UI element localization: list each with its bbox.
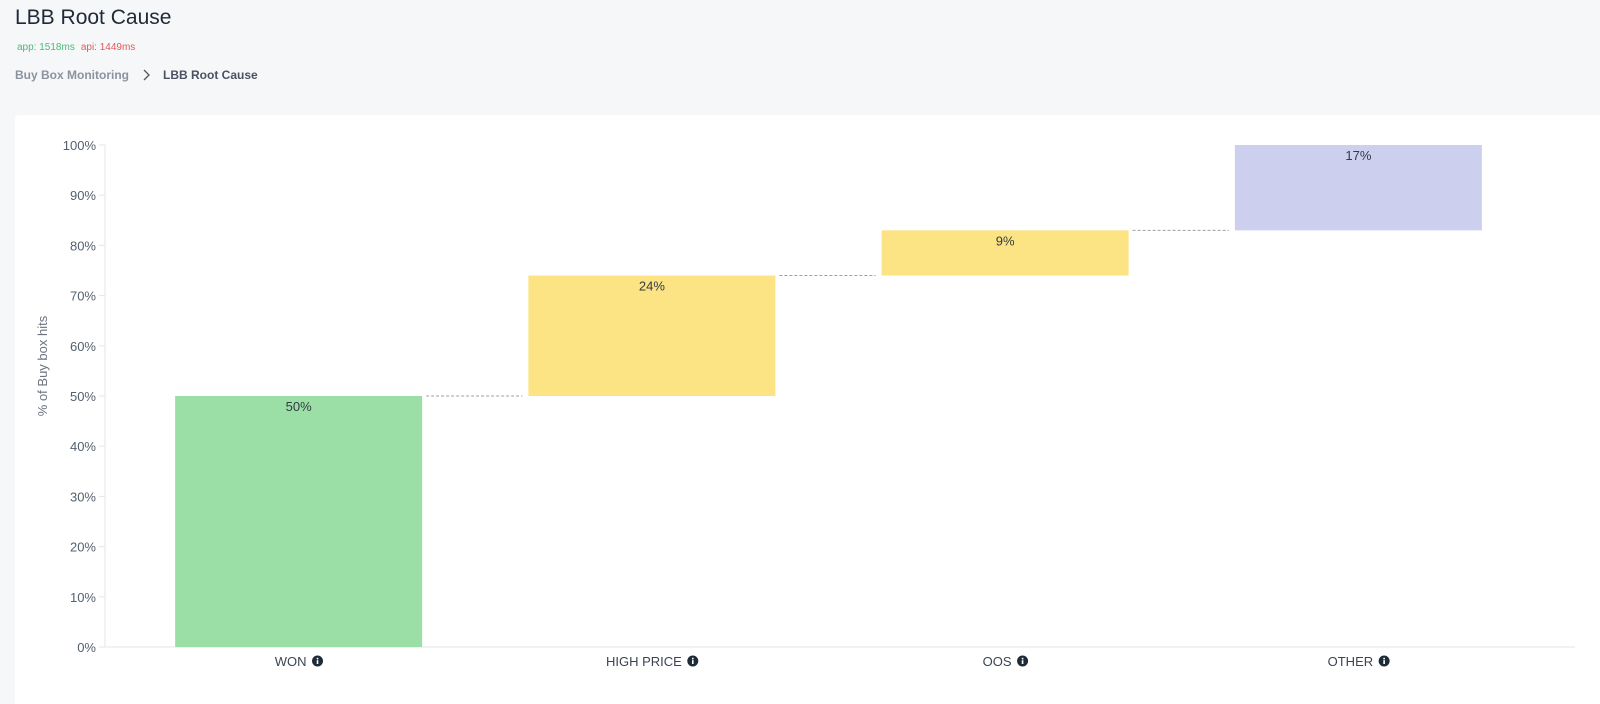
breadcrumb-current: LBB Root Cause xyxy=(163,68,258,82)
y-tick-label: 90% xyxy=(70,188,96,203)
y-tick-label: 50% xyxy=(70,389,96,404)
y-tick-label: 70% xyxy=(70,289,96,304)
x-tick-label: WON xyxy=(275,654,307,669)
y-tick-label: 0% xyxy=(77,640,96,655)
x-tick-label: OTHER xyxy=(1328,654,1374,669)
chart-card: 0% 10% 20% 30% 40% 50% 60% 70% 80% 90% 100% % of Bu… xyxy=(15,115,1600,704)
timing-info: app: 1518ms api: 1449ms xyxy=(17,42,135,53)
y-axis-title: % of Buy box hits xyxy=(35,315,50,416)
bar-value-label: 24% xyxy=(639,279,665,294)
info-circle-icon[interactable] xyxy=(687,655,699,667)
info-circle-icon[interactable] xyxy=(312,655,324,667)
breadcrumb: Buy Box Monitoring LBB Root Cause xyxy=(15,68,258,82)
y-tick-label: 40% xyxy=(70,439,96,454)
bar-value-label: 17% xyxy=(1345,148,1371,163)
bar-value-label: 50% xyxy=(286,399,312,414)
bar-value-label: 9% xyxy=(996,233,1015,248)
waterfall-chart: 0% 10% 20% 30% 40% 50% 60% 70% 80% 90% 100% % of Bu… xyxy=(35,138,1575,669)
y-tick-label: 20% xyxy=(70,540,96,555)
y-tick-label: 10% xyxy=(70,590,96,605)
y-tick-label: 30% xyxy=(70,489,96,504)
x-tick-label: OOS xyxy=(983,654,1012,669)
info-circle-icon[interactable] xyxy=(1378,655,1390,667)
breadcrumb-buy-box-monitoring[interactable]: Buy Box Monitoring xyxy=(15,68,129,82)
timing-app: app: 1518ms xyxy=(17,42,75,53)
info-circle-icon[interactable] xyxy=(1017,655,1029,667)
waterfall-bar[interactable] xyxy=(881,230,1129,276)
chevron-right-icon xyxy=(143,69,150,81)
y-tick-label: 100% xyxy=(63,138,97,153)
y-tick-label: 80% xyxy=(70,238,96,253)
waterfall-bar[interactable] xyxy=(175,396,423,647)
y-tick-label: 60% xyxy=(70,339,96,354)
waterfall-bar[interactable] xyxy=(528,275,776,396)
x-tick-label: HIGH PRICE xyxy=(606,654,682,669)
timing-api: api: 1449ms xyxy=(80,42,136,53)
waterfall-bar[interactable] xyxy=(1234,145,1482,231)
page-title: LBB Root Cause xyxy=(15,6,172,29)
